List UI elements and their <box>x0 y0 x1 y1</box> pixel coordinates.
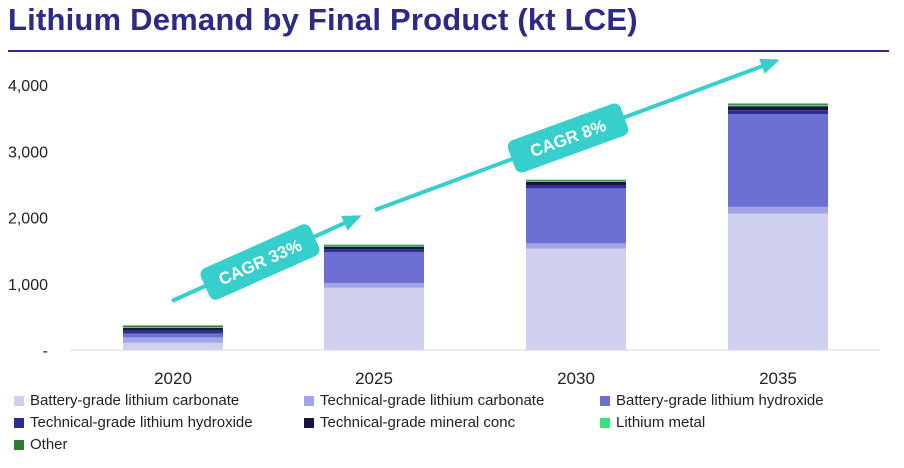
legend-item: Technical-grade mineral conc <box>304 414 515 431</box>
bar-segment-2020-4 <box>123 327 223 331</box>
bar-segment-2030-2 <box>526 188 626 244</box>
bar-segment-2035-6 <box>728 103 828 105</box>
bar-segment-2025-5 <box>324 245 424 247</box>
bar-segment-2025-3 <box>324 249 424 252</box>
y-tick-label: 2,000 <box>8 211 48 228</box>
bar-segment-2035-1 <box>728 206 828 214</box>
bar-segment-2020-5 <box>123 327 223 328</box>
x-tick-label: 2035 <box>759 369 797 388</box>
bar-segment-2030-4 <box>526 181 626 186</box>
legend-swatch <box>14 417 24 428</box>
bar-segment-2025-0 <box>324 287 424 350</box>
legend-item: Technical-grade lithium hydroxide <box>14 414 253 431</box>
legend-label: Technical-grade mineral conc <box>320 414 516 431</box>
bar-segment-2035-5 <box>728 104 828 107</box>
legend-label: Technical-grade lithium hydroxide <box>30 414 253 431</box>
legend-label: Battery-grade lithium hydroxide <box>616 392 824 409</box>
bar-segment-2025-6 <box>324 244 424 246</box>
x-tick-label: 2030 <box>557 369 595 388</box>
bar-segment-2035-0 <box>728 213 828 350</box>
legend-label: Battery-grade lithium carbonate <box>30 392 240 409</box>
legend-label: Technical-grade lithium carbonate <box>320 392 545 409</box>
legend-swatch <box>304 417 314 428</box>
legend-item: Technical-grade lithium carbonate <box>304 392 544 409</box>
cagr-badge-8: CAGR 8% <box>507 103 629 173</box>
bar-segment-2030-1 <box>526 243 626 249</box>
bar-segment-2025-4 <box>324 246 424 250</box>
y-tick-label: 4,000 <box>8 78 48 95</box>
legend-swatch <box>600 395 610 406</box>
chart-title: Lithium Demand by Final Product (kt LCE) <box>8 2 638 37</box>
bar-segment-2035-4 <box>728 106 828 111</box>
legend-item: Battery-grade lithium hydroxide <box>600 392 824 409</box>
y-tick-label: - <box>43 343 48 360</box>
x-tick-label: 2025 <box>355 369 393 388</box>
stacked-bar-chart: - 1,000 2,000 3,000 4,000 2020 2025 2030 2035 CAG… <box>8 58 880 388</box>
legend-swatch <box>14 395 24 406</box>
legend-item: Battery-grade lithium carbonate <box>14 392 239 409</box>
y-tick-label: 3,000 <box>8 144 48 161</box>
bar-segment-2020-2 <box>123 333 223 338</box>
y-tick-label: 1,000 <box>8 277 48 294</box>
bar-segment-2020-1 <box>123 337 223 343</box>
bar-segment-2035-3 <box>728 110 828 115</box>
bar-segment-2020-3 <box>123 330 223 334</box>
bar-segment-2025-1 <box>324 283 424 288</box>
bar-segment-2030-5 <box>526 180 626 182</box>
bar-segment-2030-0 <box>526 248 626 350</box>
cagr-badge-33: CAGR 33% <box>200 224 320 300</box>
title-divider <box>8 50 889 52</box>
legend-swatch <box>600 417 610 428</box>
bar-segment-2030-6 <box>526 179 626 181</box>
legend-item: Other <box>14 436 68 453</box>
legend-swatch <box>14 439 24 450</box>
bar-segment-2020-0 <box>123 342 223 350</box>
x-tick-label: 2020 <box>154 369 192 388</box>
legend-swatch <box>304 395 314 406</box>
legend-label: Lithium metal <box>616 414 706 431</box>
legend-item: Lithium metal <box>600 414 705 431</box>
legend-label: Other <box>30 436 68 453</box>
bar-segment-2035-2 <box>728 114 828 207</box>
bar-segment-2030-3 <box>526 185 626 189</box>
bar-segment-2020-6 <box>123 325 223 328</box>
bar-segment-2025-2 <box>324 251 424 284</box>
